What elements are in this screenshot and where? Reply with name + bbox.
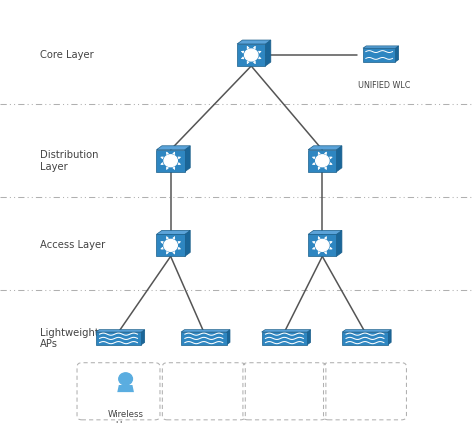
- Polygon shape: [237, 44, 265, 66]
- Polygon shape: [308, 234, 337, 256]
- Polygon shape: [395, 46, 399, 62]
- Polygon shape: [342, 332, 388, 345]
- Polygon shape: [237, 40, 271, 44]
- Polygon shape: [156, 231, 190, 234]
- Polygon shape: [185, 146, 190, 172]
- Polygon shape: [337, 231, 342, 256]
- Text: UNIFIED WLC: UNIFIED WLC: [358, 81, 410, 90]
- Polygon shape: [96, 332, 141, 345]
- Circle shape: [164, 155, 177, 167]
- Polygon shape: [307, 330, 310, 345]
- Polygon shape: [388, 330, 391, 345]
- Polygon shape: [363, 46, 399, 48]
- Polygon shape: [363, 48, 395, 62]
- Text: Distribution
Layer: Distribution Layer: [40, 150, 99, 172]
- Polygon shape: [117, 385, 134, 392]
- Text: Wireless
User: Wireless User: [108, 410, 144, 423]
- Polygon shape: [181, 332, 227, 345]
- Text: Access Layer: Access Layer: [40, 240, 106, 250]
- Polygon shape: [262, 332, 307, 345]
- Text: Core Layer: Core Layer: [40, 50, 94, 60]
- Polygon shape: [308, 231, 342, 234]
- Circle shape: [245, 49, 258, 61]
- Polygon shape: [342, 330, 391, 332]
- Polygon shape: [181, 330, 230, 332]
- Circle shape: [164, 239, 177, 251]
- Polygon shape: [265, 40, 271, 66]
- Circle shape: [316, 239, 329, 251]
- Polygon shape: [308, 146, 342, 150]
- Text: Lightweight
APs: Lightweight APs: [40, 327, 99, 349]
- Polygon shape: [337, 146, 342, 172]
- Polygon shape: [308, 150, 337, 172]
- Circle shape: [119, 373, 132, 385]
- Polygon shape: [96, 330, 145, 332]
- Polygon shape: [156, 146, 190, 150]
- Polygon shape: [141, 330, 145, 345]
- Circle shape: [316, 155, 329, 167]
- Polygon shape: [156, 234, 185, 256]
- Polygon shape: [227, 330, 230, 345]
- Polygon shape: [185, 231, 190, 256]
- Polygon shape: [156, 150, 185, 172]
- Polygon shape: [262, 330, 310, 332]
